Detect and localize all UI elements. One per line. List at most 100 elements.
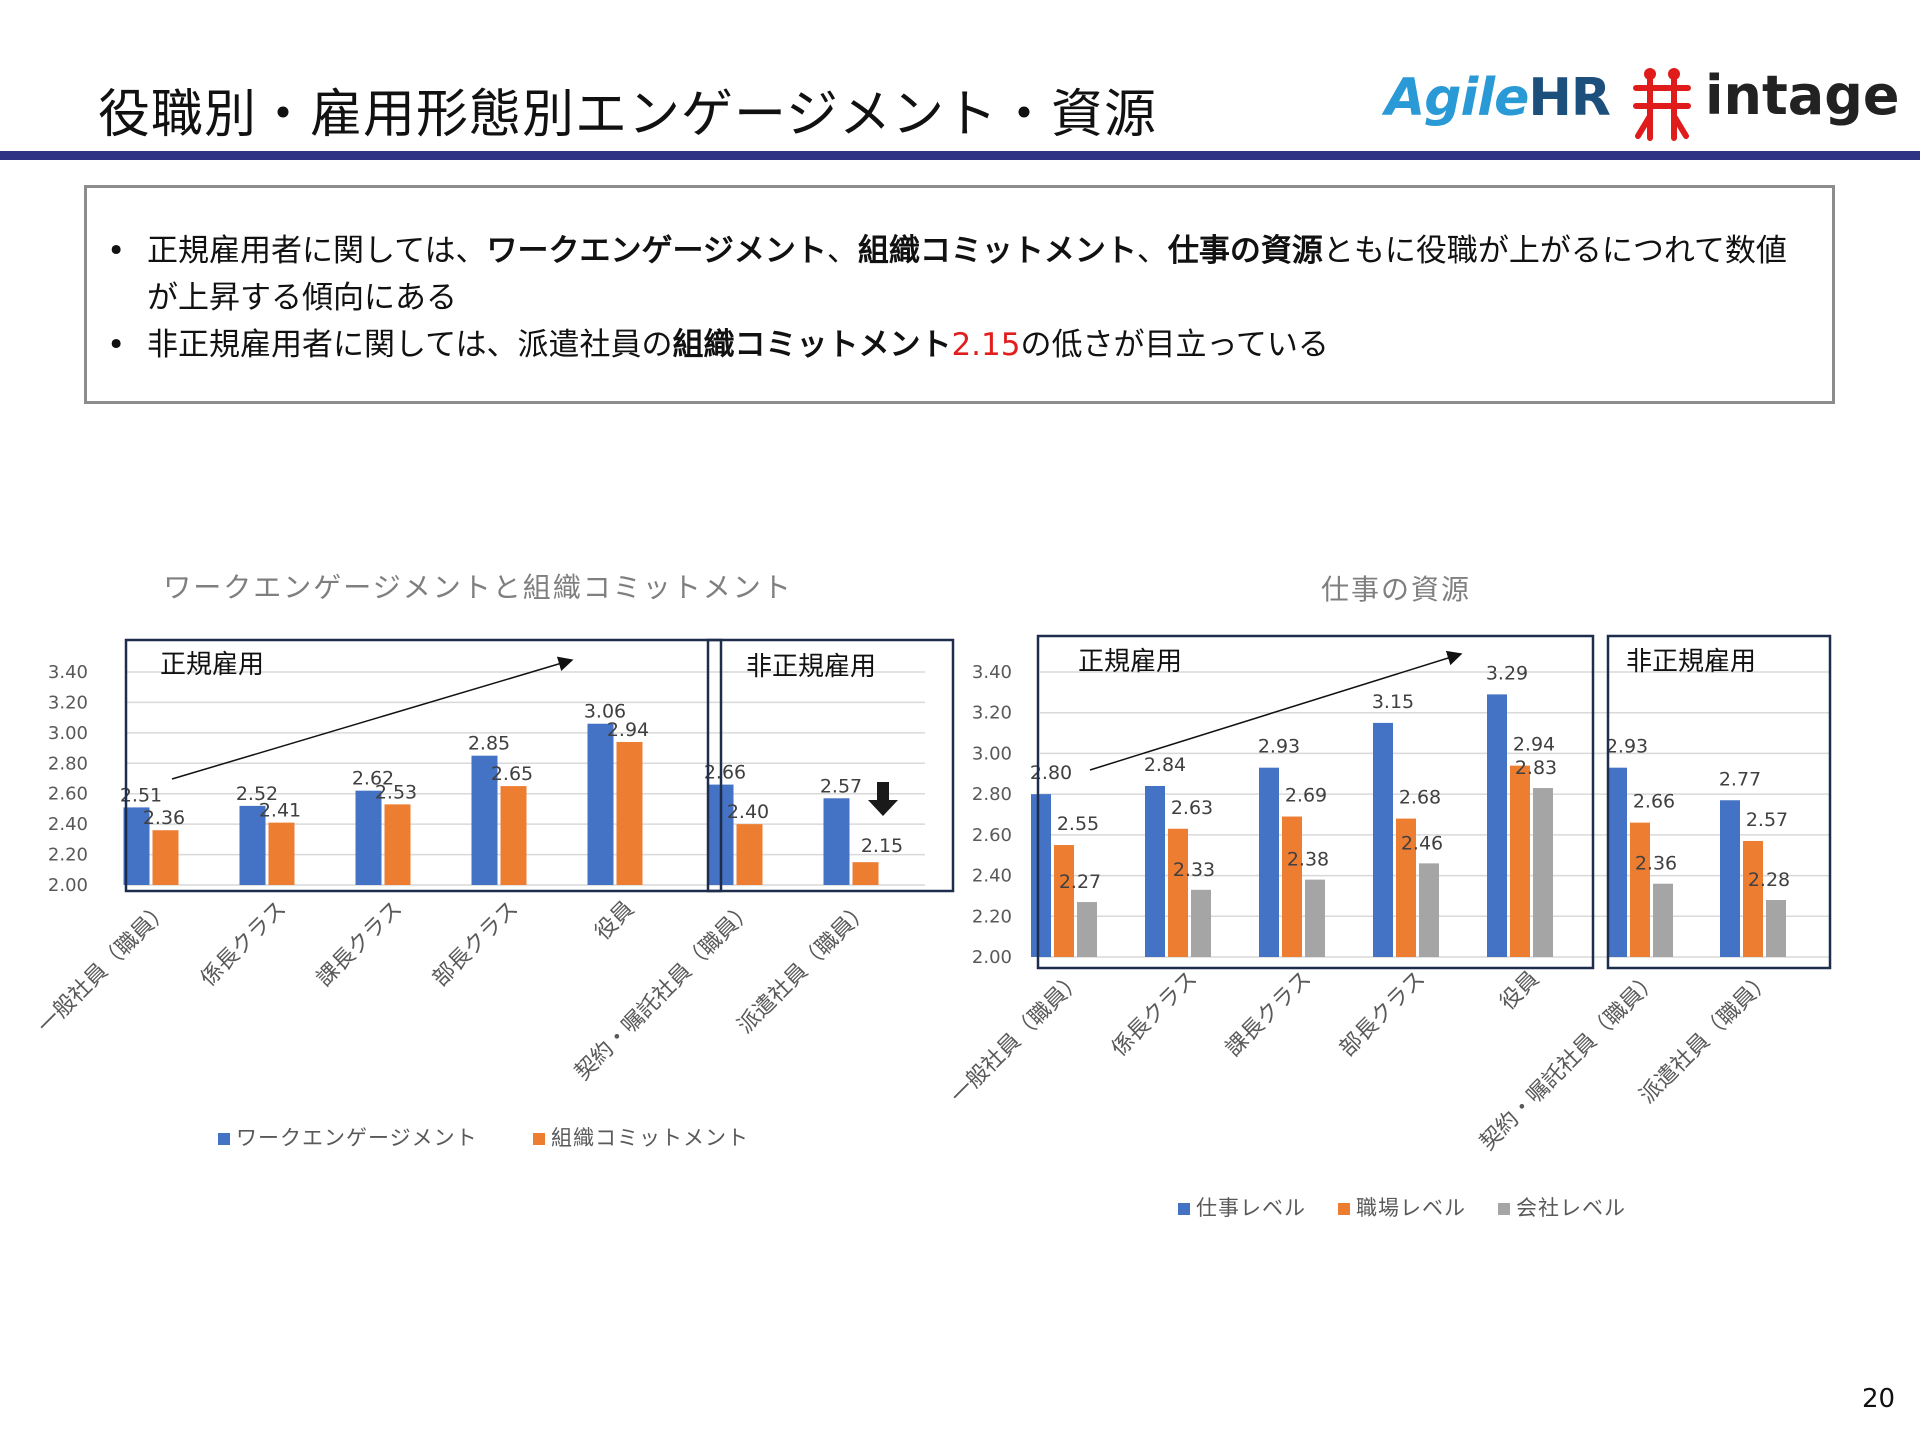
bullet-dot: •: [107, 327, 126, 363]
data-label: 2.52: [236, 783, 278, 805]
data-label: 2.46: [1401, 832, 1443, 854]
data-label: 2.66: [704, 762, 746, 784]
bar: [1419, 863, 1439, 957]
data-label: 2.68: [1399, 787, 1441, 809]
bar: [587, 723, 614, 885]
data-label: 2.65: [491, 763, 533, 785]
y-tick-label: 2.20: [972, 906, 1012, 927]
legend-swatch: [533, 1133, 545, 1145]
bar: [500, 786, 527, 885]
y-tick-label: 2.60: [48, 784, 88, 805]
group-label: 正規雇用: [1078, 647, 1182, 677]
group-frame: [706, 638, 955, 893]
y-tick-label: 3.00: [48, 723, 88, 744]
bar: [1607, 767, 1627, 957]
chart-title: 仕事の資源: [1321, 573, 1471, 606]
group-label: 非正規雇用: [746, 652, 876, 682]
y-tick-label: 2.20: [48, 845, 88, 866]
bullet-dot: •: [107, 233, 126, 269]
category-label: 課長クラス: [1221, 967, 1316, 1062]
category-label: 部長クラス: [1335, 967, 1430, 1062]
data-label: 2.84: [1144, 754, 1186, 776]
y-tick-label: 2.40: [48, 814, 88, 835]
data-label: 2.41: [259, 800, 301, 822]
title-divider: [0, 151, 1920, 160]
y-tick-label: 2.00: [48, 875, 88, 896]
bar: [1396, 818, 1416, 957]
agile-hr-logo: AgileHR: [1385, 68, 1611, 128]
bar: [1766, 900, 1786, 957]
bar: [616, 741, 643, 885]
category-label: 一般社員（職員）: [950, 967, 1088, 1109]
data-label: 2.80: [1030, 762, 1072, 784]
bar: [123, 807, 150, 885]
data-label: 3.29: [1486, 662, 1528, 684]
data-label: 3.06: [584, 701, 626, 723]
bullet1-text-2: 、: [826, 233, 858, 269]
bullet1-text-4: ともに役職が上がるにつれて数値が上昇する傾向にある: [147, 233, 1787, 316]
legend-label: 会社レベル: [1516, 1196, 1626, 1220]
intage-mark-icon: [1633, 68, 1691, 141]
y-tick-label: 3.40: [48, 662, 88, 683]
bar: [1259, 767, 1279, 957]
legend-swatch: [1498, 1203, 1510, 1215]
bar: [268, 822, 295, 885]
hr-logo-text: HR: [1528, 68, 1611, 128]
data-label: 2.94: [1513, 734, 1555, 756]
bullet1-text-3: 、: [1136, 233, 1168, 269]
bullet1-text-1: 正規雇用者に関しては、: [147, 233, 487, 269]
bar: [1487, 694, 1507, 957]
summary-box: • 正規雇用者に関しては、ワークエンゲージメント、組織コミットメント、仕事の資源…: [84, 185, 1835, 404]
legend-swatch: [1338, 1203, 1350, 1215]
category-label: 役員: [590, 897, 639, 946]
logo-area: AgileHR intage: [1385, 62, 1899, 142]
data-label: 2.57: [820, 775, 862, 797]
group-label: 非正規雇用: [1626, 647, 1756, 677]
bar: [1305, 879, 1325, 957]
bullet2-highlight-value: 2.15: [951, 327, 1021, 363]
data-label: 2.62: [352, 768, 394, 790]
bar: [152, 830, 179, 885]
data-label: 2.69: [1285, 785, 1327, 807]
chart-title: ワークエンゲージメントと組織コミットメント: [163, 571, 792, 604]
bar: [1054, 845, 1074, 957]
data-label: 2.83: [1515, 757, 1557, 779]
data-label: 2.28: [1748, 869, 1790, 891]
group-frame: [124, 638, 723, 893]
group-frame: [1036, 634, 1595, 970]
bar: [1282, 816, 1302, 957]
category-label: 役員: [1495, 967, 1544, 1016]
y-tick-label: 3.20: [48, 692, 88, 713]
group-label: 正規雇用: [160, 650, 264, 680]
bar: [471, 755, 498, 885]
bar: [1145, 786, 1165, 957]
bar: [1510, 765, 1530, 957]
data-label: 2.27: [1059, 871, 1101, 893]
bar: [239, 805, 266, 885]
bullet1-bold-job-resources: 仕事の資源: [1167, 233, 1323, 269]
y-tick-label: 2.00: [972, 947, 1012, 968]
legend-label: 組織コミットメント: [551, 1126, 749, 1150]
data-label: 2.57: [1746, 809, 1788, 831]
data-label: 2.85: [468, 733, 510, 755]
y-tick-label: 3.00: [972, 743, 1012, 764]
bar: [1077, 902, 1097, 957]
agile-logo-text: Agile: [1385, 68, 1529, 128]
bullet1-bold-work-engagement: ワークエンゲージメント: [486, 233, 827, 269]
bar: [1533, 788, 1553, 957]
bar: [1191, 889, 1211, 957]
data-label: 2.51: [120, 784, 162, 806]
category-label: 課長クラス: [312, 897, 407, 992]
trend-arrow: [171, 656, 574, 780]
data-label: 2.63: [1171, 797, 1213, 819]
category-label: 係長クラス: [196, 897, 291, 992]
data-label: 2.15: [861, 835, 903, 857]
bullet1-bold-org-commitment: 組織コミットメント: [857, 233, 1137, 269]
legend-swatch: [218, 1133, 230, 1145]
bar: [1653, 883, 1673, 957]
bar: [1031, 794, 1051, 957]
category-label: 部長クラス: [428, 897, 523, 992]
y-tick-label: 3.20: [972, 703, 1012, 724]
bullet2-bold-org-commitment: 組織コミットメント: [672, 327, 952, 363]
data-label: 2.33: [1173, 859, 1215, 881]
